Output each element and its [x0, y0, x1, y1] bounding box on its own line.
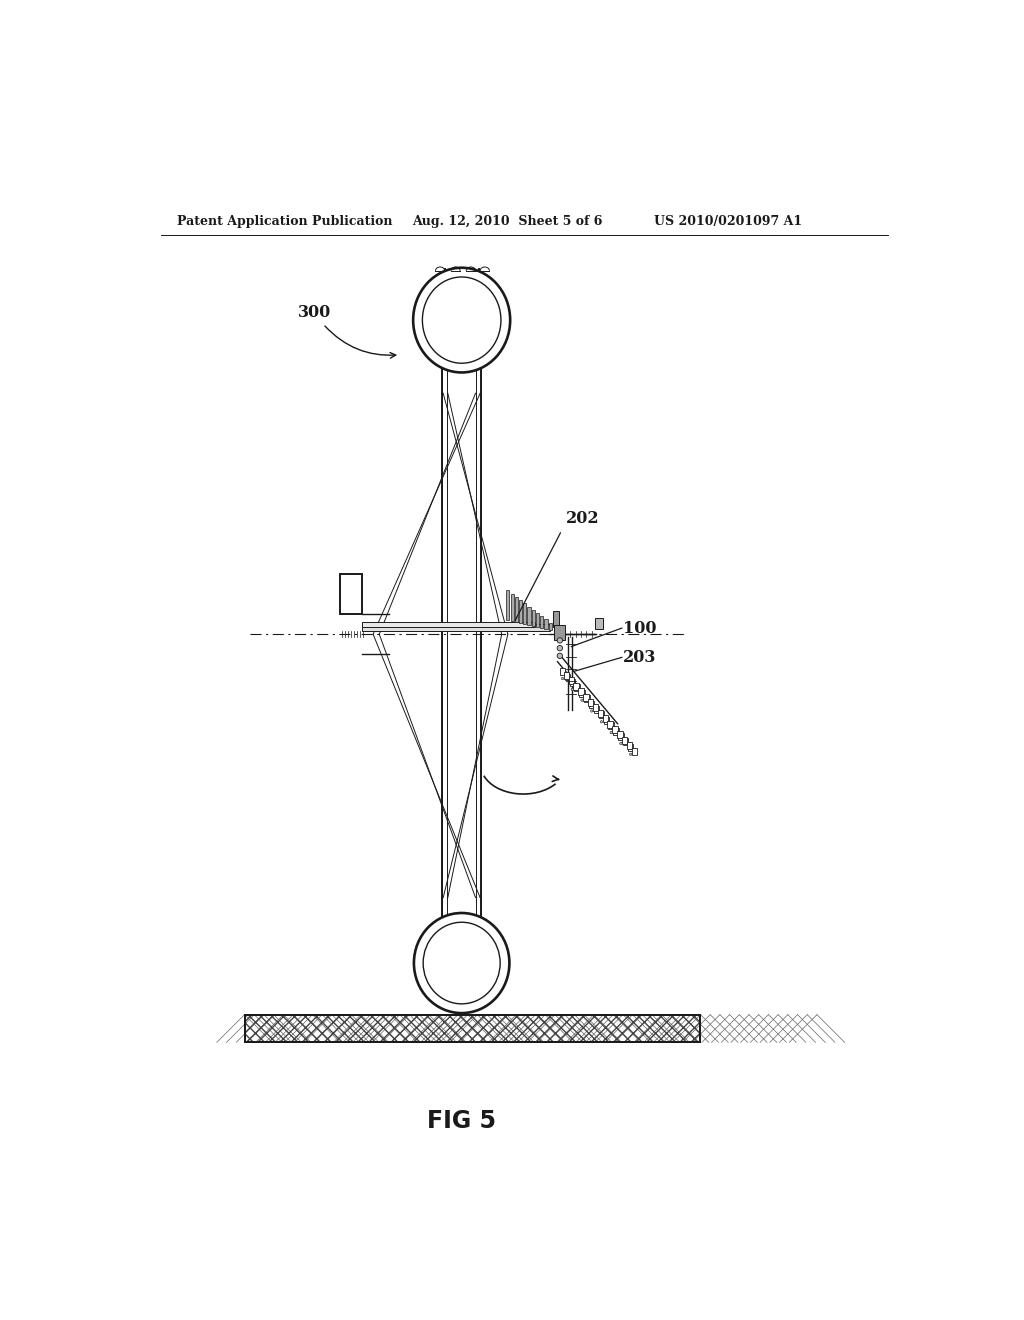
Bar: [361, 622, 535, 627]
Circle shape: [600, 721, 602, 723]
Circle shape: [557, 645, 562, 651]
Bar: [515, 597, 518, 622]
Ellipse shape: [423, 923, 500, 1005]
Circle shape: [630, 754, 632, 755]
Bar: [595, 618, 603, 628]
Bar: [564, 673, 570, 681]
Bar: [628, 744, 633, 751]
Ellipse shape: [413, 268, 510, 372]
Bar: [531, 610, 535, 626]
Bar: [589, 701, 594, 708]
Circle shape: [557, 653, 562, 659]
Bar: [617, 731, 623, 738]
Bar: [608, 722, 613, 729]
Bar: [593, 705, 598, 711]
Circle shape: [557, 638, 562, 643]
Bar: [607, 721, 612, 727]
Circle shape: [620, 742, 622, 744]
Bar: [511, 594, 514, 620]
Bar: [588, 700, 593, 706]
Bar: [569, 678, 574, 686]
Bar: [627, 742, 632, 750]
Circle shape: [561, 677, 563, 680]
Bar: [245, 1015, 700, 1043]
Ellipse shape: [414, 913, 509, 1014]
Bar: [574, 684, 580, 692]
Bar: [598, 710, 603, 717]
Text: Aug. 12, 2010  Sheet 5 of 6: Aug. 12, 2010 Sheet 5 of 6: [412, 215, 602, 228]
Bar: [541, 616, 544, 628]
Bar: [560, 668, 565, 675]
Bar: [549, 623, 552, 631]
Bar: [554, 626, 565, 640]
Bar: [602, 715, 608, 722]
Text: 300: 300: [298, 304, 332, 321]
Text: Patent Application Publication: Patent Application Publication: [177, 215, 392, 228]
Bar: [594, 706, 599, 713]
FancyArrowPatch shape: [325, 326, 395, 358]
Bar: [623, 738, 629, 746]
Bar: [580, 690, 585, 697]
Bar: [527, 607, 530, 626]
Ellipse shape: [422, 277, 501, 363]
Bar: [613, 727, 618, 734]
Circle shape: [571, 688, 573, 690]
Bar: [632, 747, 637, 755]
Bar: [506, 590, 509, 619]
Text: 203: 203: [624, 649, 656, 665]
Bar: [519, 601, 522, 623]
Bar: [599, 711, 604, 718]
Text: US 2010/0201097 A1: US 2010/0201097 A1: [654, 215, 802, 228]
Bar: [545, 619, 548, 630]
Bar: [603, 717, 609, 723]
Bar: [340, 574, 361, 614]
Bar: [579, 688, 584, 696]
Bar: [553, 611, 559, 627]
Bar: [573, 682, 579, 690]
Bar: [622, 737, 628, 744]
Bar: [568, 677, 573, 684]
Bar: [523, 603, 526, 624]
Text: 100: 100: [624, 619, 656, 636]
Bar: [584, 696, 590, 702]
Circle shape: [591, 710, 593, 713]
Bar: [583, 693, 589, 701]
Bar: [612, 726, 617, 733]
Bar: [361, 624, 550, 631]
Text: FIG 5: FIG 5: [427, 1109, 497, 1133]
Bar: [563, 672, 569, 678]
Bar: [245, 1015, 700, 1043]
Bar: [536, 612, 539, 627]
Bar: [618, 733, 624, 741]
Circle shape: [581, 700, 583, 701]
Text: 202: 202: [565, 511, 599, 527]
Circle shape: [610, 731, 612, 734]
